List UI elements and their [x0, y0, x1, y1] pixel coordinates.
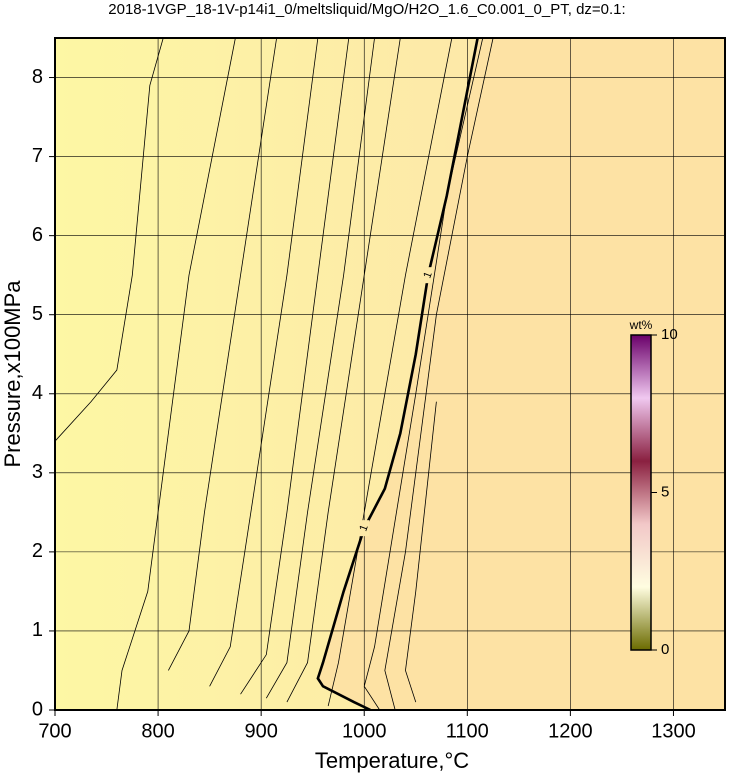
contour-line	[384, 37, 494, 711]
y-tick-label: 1	[32, 619, 43, 641]
contour-line	[286, 37, 401, 703]
high-region	[317, 38, 725, 710]
y-tick-label: 2	[32, 540, 43, 562]
x-tick-label: 800	[141, 720, 174, 742]
contour-line	[209, 37, 319, 687]
contour-line	[240, 37, 350, 695]
colorbar	[630, 334, 652, 651]
y-tick-label: 3	[32, 461, 43, 483]
x-tick-label: 900	[244, 720, 277, 742]
contour-label-bg	[359, 520, 370, 537]
y-tick-label: 5	[32, 303, 43, 325]
contour-line	[363, 37, 484, 711]
contour-line	[168, 37, 278, 671]
x-axis-label: Temperature,°C	[315, 748, 469, 773]
x-tick-label: 1300	[651, 720, 696, 742]
chart-title: 2018-1VGP_18-1V-p14i1_0/meltsliquid/MgO/…	[108, 1, 625, 18]
x-tick-label: 1100	[446, 720, 489, 742]
colorbar-label: wt%	[629, 318, 653, 332]
contour-line	[327, 37, 453, 707]
colorbar-tick-label: 0	[661, 641, 669, 658]
y-tick-label: 4	[32, 382, 43, 404]
y-tick-label: 6	[32, 224, 43, 246]
contour-line	[405, 401, 437, 703]
contour-line	[265, 37, 375, 699]
contour-line	[54, 37, 164, 442]
y-tick-label: 0	[32, 698, 43, 720]
bold-contour	[316, 37, 479, 712]
x-tick-label: 1200	[548, 720, 593, 742]
contour-line	[116, 37, 236, 711]
contour-label: 1	[421, 270, 434, 280]
contour-label: 1	[357, 523, 370, 533]
x-tick-label: 1000	[342, 720, 387, 742]
plot-frame	[54, 37, 726, 711]
y-tick-label: 8	[32, 66, 43, 88]
contour-label-bg	[423, 267, 434, 284]
x-tick-label: 700	[38, 720, 71, 742]
y-axis-label: Pressure,x100MPa	[0, 280, 25, 468]
y-tick-label: 7	[32, 145, 43, 167]
colorbar-tick-label: 5	[661, 483, 669, 500]
colorbar-tick-label: 10	[661, 326, 678, 343]
